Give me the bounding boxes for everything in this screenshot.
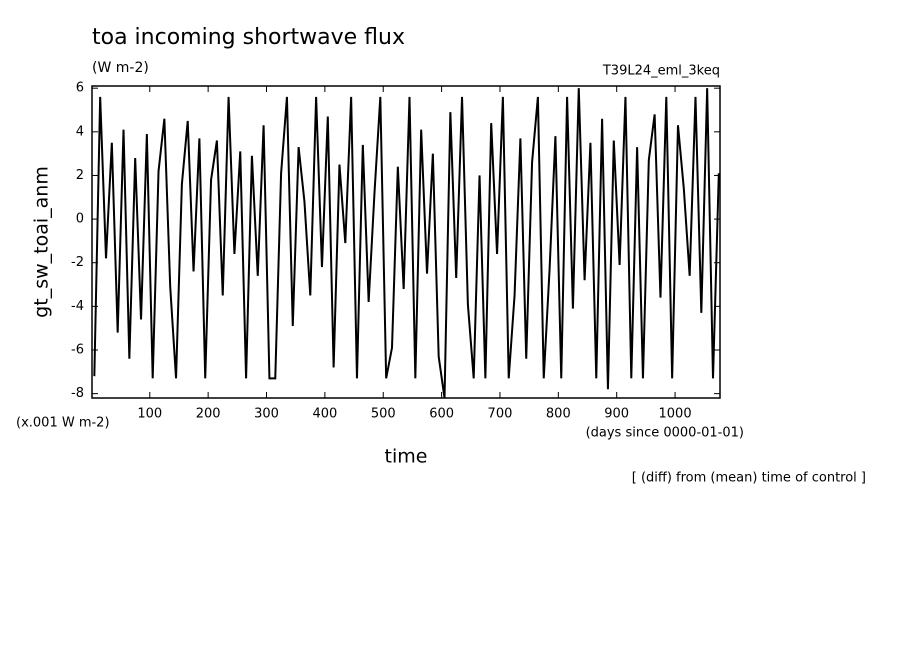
x-tick-label: 700 xyxy=(488,407,513,422)
y-tick-label: -6 xyxy=(71,343,84,358)
y-tick-label: -2 xyxy=(71,255,84,270)
y-axis-label: gt_sw_toai_anm xyxy=(31,166,53,318)
y-tick-label: -8 xyxy=(71,386,84,401)
y-tick-label: 6 xyxy=(76,81,84,96)
units: (W m-2) xyxy=(92,60,149,76)
x-tick-label: 100 xyxy=(137,407,162,422)
x-tick-label: 400 xyxy=(312,407,337,422)
y-tick-label: 4 xyxy=(76,124,84,139)
x-tick-label: 900 xyxy=(604,407,629,422)
x-axis-label: time xyxy=(385,446,428,468)
y-tick-label: 0 xyxy=(76,212,84,227)
chart-title: toa incoming shortwave flux xyxy=(92,25,405,50)
y-tick-label: 2 xyxy=(76,168,84,183)
y-tick-label: -4 xyxy=(71,299,84,314)
x-tick-label: 200 xyxy=(196,407,221,422)
x-tick-label: 800 xyxy=(546,407,571,422)
footnote: [ (diff) from (mean) time of control ] xyxy=(632,471,866,486)
x-tick-label: 600 xyxy=(429,407,454,422)
x-units: (days since 0000-01-01) xyxy=(586,426,744,441)
x-tick-label: 1000 xyxy=(659,407,692,422)
y-scale-note: (x.001 W m-2) xyxy=(16,416,110,431)
plot-frame xyxy=(91,85,721,399)
x-tick-label: 300 xyxy=(254,407,279,422)
x-tick-label: 500 xyxy=(371,407,396,422)
data-line xyxy=(93,88,720,399)
experiment: T39L24_eml_3keq xyxy=(602,64,720,79)
